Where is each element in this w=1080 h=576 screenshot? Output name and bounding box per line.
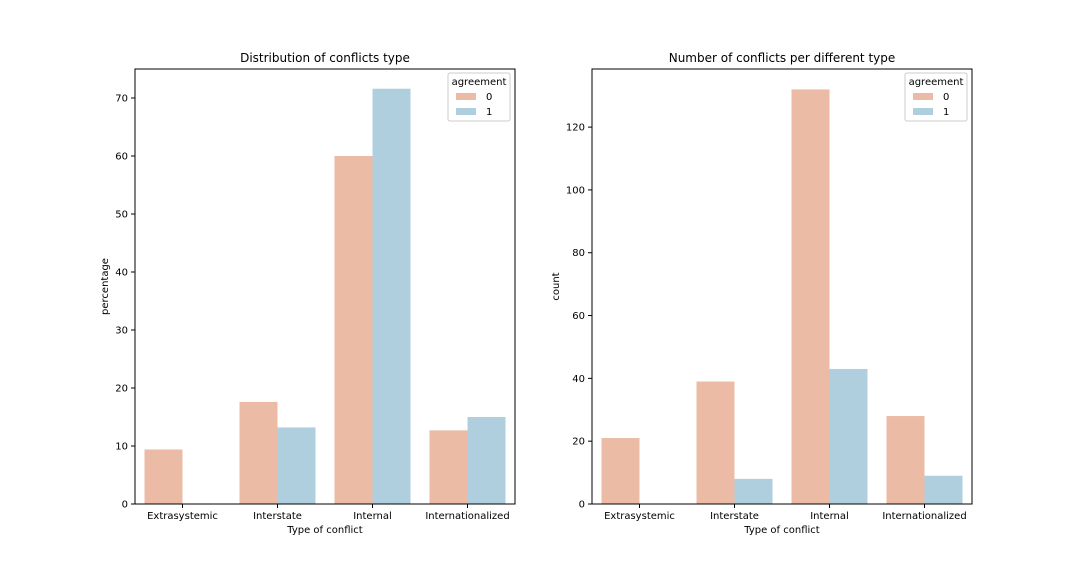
legend-label-0: 0 [943,92,949,103]
chart-title: Distribution of conflicts type [240,51,410,65]
bar-series-0-extrasystemic [601,438,640,504]
chart-title: Number of conflicts per different type [669,51,896,65]
bar-series-0-internal [334,156,373,504]
bar-series-0-internationalized [429,430,468,504]
x-axis-label: Type of conflict [286,525,362,536]
x-tick-label: Internationalized [882,511,966,522]
legend: agreement 0 1 [904,72,968,122]
chart-2: 0 20 40 60 80 100 120 Extrasystemic Interstate In… [551,51,973,536]
legend-label-1: 1 [943,107,949,118]
legend-swatch-1 [456,108,476,115]
bar-series-0-internationalized [886,416,925,504]
x-tick-label: Internationalized [425,511,509,522]
y-tick-label: 120 [566,123,585,134]
x-tick-label: Internal [810,511,849,522]
axes-frame [591,68,973,505]
x-tick-label: Interstate [253,511,302,522]
y-tick-label: 0 [579,500,585,511]
y-tick-label: 20 [572,437,585,448]
bar-series-1-internal [829,368,868,504]
bar-series-0-interstate [696,381,735,504]
y-axis-label: count [551,272,562,300]
legend-swatch-1 [913,108,933,115]
x-tick-label: Internal [353,511,392,522]
legend-label-1: 1 [486,107,492,118]
y-tick-label: 20 [115,384,128,395]
y-tick-label: 100 [566,185,585,196]
axes-frame [134,68,516,505]
bar-series-1-internal [372,88,411,504]
y-tick-label: 30 [115,326,128,337]
legend-swatch-0 [456,93,476,100]
x-axis-label: Type of conflict [743,525,819,536]
legend-title: agreement [452,77,507,88]
bar-series-0-interstate [239,401,278,504]
y-tick-label: 10 [115,442,128,453]
legend: agreement 0 1 [447,72,511,122]
y-tick-label: 40 [115,268,128,279]
legend-label-0: 0 [486,92,492,103]
x-tick-label: Extrasystemic [604,511,675,522]
x-tick-label: Extrasystemic [147,511,218,522]
y-axis-label: percentage [100,258,111,315]
bar-series-1-interstate [277,427,316,504]
legend-title: agreement [909,77,964,88]
bar-series-0-extrasystemic [144,449,183,504]
y-tick-label: 50 [115,210,128,221]
bar-series-0-internal [791,89,830,504]
y-tick-label: 70 [115,94,128,105]
y-tick-label: 60 [115,152,128,163]
y-tick-label: 40 [572,374,585,385]
bar-series-1-internationalized [924,475,963,504]
y-tick-label: 0 [122,500,128,511]
bar-series-1-interstate [734,478,773,504]
bar-series-1-internationalized [467,417,506,504]
y-tick-label: 80 [572,248,585,259]
legend-swatch-0 [913,93,933,100]
y-tick-label: 60 [572,311,585,322]
x-tick-label: Interstate [710,511,759,522]
